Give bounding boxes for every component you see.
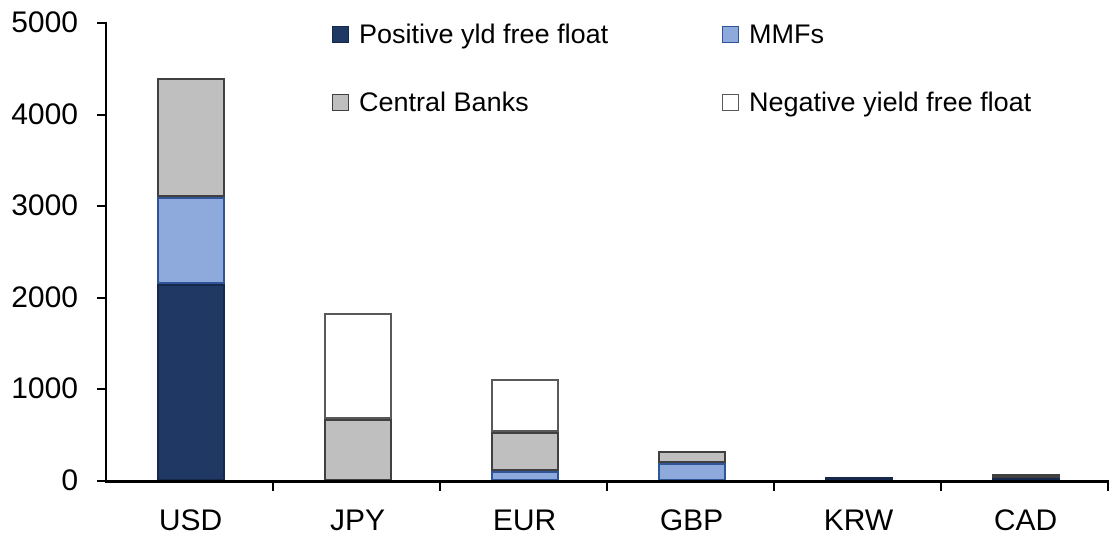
legend-swatch	[332, 25, 349, 43]
y-axis-tick	[97, 113, 107, 116]
x-axis-tick	[773, 480, 775, 491]
bar-segment-usd	[156, 284, 225, 481]
x-axis-tick	[272, 480, 274, 491]
x-axis-label: CAD	[993, 504, 1058, 537]
bar-segment-eur	[490, 470, 559, 481]
legend-item: MMFs	[722, 20, 824, 48]
x-axis-label: KRW	[823, 504, 894, 537]
bar-segment-eur	[490, 431, 559, 471]
x-axis-tick	[1107, 480, 1109, 491]
y-axis-label: 4000	[11, 97, 78, 131]
y-axis-label: 2000	[11, 280, 78, 314]
legend-item: Central Banks	[332, 88, 529, 116]
x-axis-tick	[606, 480, 608, 491]
y-axis-tick	[97, 22, 107, 24]
x-axis-label: USD	[158, 504, 223, 537]
x-axis-label: GBP	[659, 504, 724, 537]
y-axis-tick	[97, 205, 107, 208]
bar-segment-usd	[156, 197, 225, 285]
bar-segment-gbp	[657, 450, 726, 463]
bar-segment-jpy	[323, 313, 392, 419]
y-axis-tick	[97, 480, 107, 482]
legend-label: MMFs	[749, 18, 824, 49]
x-axis-tick	[940, 480, 942, 491]
bar-segment-usd	[156, 77, 225, 198]
legend-label: Central Banks	[359, 86, 529, 117]
x-axis-label: EUR	[492, 504, 557, 537]
legend-swatch	[722, 93, 739, 111]
y-axis-label: 0	[61, 464, 78, 497]
y-axis-label: 5000	[11, 6, 78, 39]
bar-segment-jpy	[323, 418, 392, 481]
bar-segment-eur	[490, 379, 559, 432]
y-axis-tick	[97, 296, 107, 299]
x-axis-tick	[439, 480, 441, 491]
y-axis-line	[105, 23, 107, 483]
legend-swatch	[722, 25, 739, 43]
legend-item: Positive yld free float	[332, 20, 608, 48]
y-axis-label: 1000	[11, 372, 78, 406]
bar-segment-gbp	[657, 462, 726, 481]
legend-label: Negative yield free float	[749, 86, 1032, 117]
legend-label: Positive yld free float	[359, 18, 609, 49]
x-axis-label: JPY	[329, 504, 386, 537]
legend-item: Negative yield free float	[722, 88, 1031, 116]
y-axis-label: 3000	[11, 189, 78, 223]
y-axis-tick	[97, 388, 107, 391]
bar-segment-cad	[991, 473, 1060, 478]
legend-swatch	[332, 93, 349, 111]
